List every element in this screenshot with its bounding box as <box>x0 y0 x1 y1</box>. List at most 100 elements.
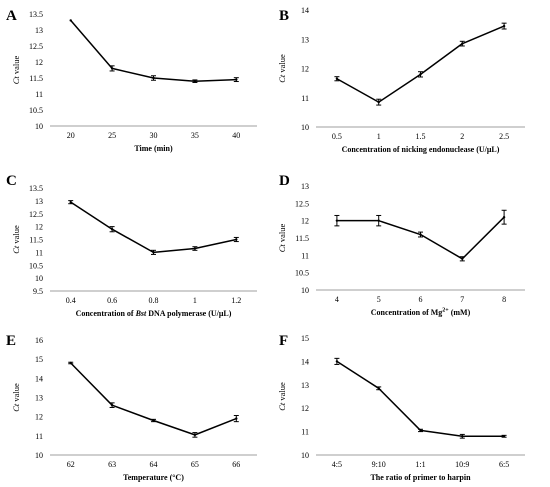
data-point <box>377 387 380 390</box>
y-tick-label: 13.5 <box>29 10 43 19</box>
y-tick-label: 10 <box>301 123 309 132</box>
data-point <box>69 200 72 204</box>
x-tick-label: 2 <box>460 132 464 141</box>
x-axis-label: Concentration of nicking endonuclease (U… <box>342 145 500 154</box>
data-point <box>502 435 506 438</box>
x-tick-label: 25 <box>108 131 116 140</box>
y-axis-label: Ct value <box>11 55 21 84</box>
series-line <box>336 216 505 260</box>
panel-label: B <box>279 8 289 24</box>
y-tick-label: 12 <box>301 217 309 226</box>
data-point <box>235 238 238 241</box>
x-tick-label: 30 <box>150 131 158 140</box>
panel-label: C <box>6 173 17 189</box>
x-tick-label: 1 <box>377 132 381 141</box>
y-tick-label: 11.5 <box>29 74 43 83</box>
chart-panel-e: E 10 11 12 13 14 15 16 62 63 64 65 66 Ct value Tempera… <box>6 333 257 482</box>
data-point <box>235 78 238 81</box>
chart-panel-b: B 10 11 12 13 14 0.5 1 1.5 2 2.5 Ct value Concentrat… <box>277 6 525 154</box>
y-tick-label: 13 <box>301 182 309 191</box>
x-tick-label: 5 <box>377 295 381 304</box>
y-tick-label: 11 <box>35 90 43 99</box>
data-point <box>193 247 197 250</box>
data-point <box>193 80 197 83</box>
data-point <box>335 360 339 363</box>
x-axis-label: Concentration of Bst DNA polymerase (U/μ… <box>76 309 232 318</box>
data-point <box>69 361 72 365</box>
x-tick-label: 0.8 <box>149 296 159 305</box>
series-line <box>70 362 237 436</box>
panel-label: A <box>6 8 17 24</box>
y-tick-label: 13 <box>35 26 43 35</box>
data-point <box>335 77 339 80</box>
data-point <box>110 403 114 407</box>
x-tick-label: 0.5 <box>332 132 342 141</box>
y-tick-label: 13.5 <box>29 184 43 193</box>
data-point <box>152 419 155 422</box>
x-tick-label: 66 <box>232 460 240 469</box>
y-tick-label: 14 <box>301 357 309 366</box>
series-line <box>70 201 237 254</box>
data-point <box>235 417 238 420</box>
y-axis-label: Ct value <box>277 382 287 411</box>
y-axis-label: Ct value <box>277 54 287 83</box>
panel-label: D <box>279 173 290 189</box>
data-point <box>193 433 197 437</box>
series-line <box>70 19 237 82</box>
chart-panel-c: C 9.5 10 10.5 11 11.5 12 12.5 13 13.5 0.4 0.6 0.8 1 1.… <box>6 173 257 318</box>
y-tick-label: 11 <box>35 248 43 257</box>
x-tick-label: 40 <box>232 131 240 140</box>
x-axis-label: The ratio of primer to harpin <box>370 473 471 482</box>
x-tick-label: 1.5 <box>416 132 426 141</box>
x-tick-label: 8 <box>502 295 506 304</box>
x-tick-label: 4 <box>335 295 339 304</box>
y-tick-label: 13 <box>301 35 309 44</box>
x-tick-label: 4:5 <box>332 460 342 469</box>
x-axis-label: Time (min) <box>134 144 173 153</box>
y-tick-label: 13 <box>301 381 309 390</box>
y-tick-label: 13 <box>35 394 43 403</box>
y-tick-label: 12 <box>301 65 309 74</box>
x-tick-label: 10:9 <box>455 460 469 469</box>
x-tick-label: 0.6 <box>107 296 117 305</box>
y-tick-label: 14 <box>35 374 43 383</box>
x-tick-label: 1.2 <box>231 296 241 305</box>
data-point <box>461 257 464 260</box>
data-point <box>502 216 506 219</box>
data-point <box>419 429 422 432</box>
y-tick-label: 12 <box>35 223 43 232</box>
data-point <box>419 233 422 236</box>
y-tick-label: 10 <box>35 274 43 283</box>
y-tick-label: 10 <box>301 286 309 295</box>
data-point <box>110 67 114 70</box>
x-tick-label: 7 <box>460 295 464 304</box>
y-tick-label: 11 <box>301 94 309 103</box>
data-point <box>377 219 380 222</box>
x-tick-label: 1 <box>193 296 197 305</box>
data-point <box>461 42 464 45</box>
data-point <box>502 24 506 28</box>
chart-panel-a: A 10 10.5 11 11.5 12 12.5 13 13.5 20 25 30 35 40 Ct va… <box>6 8 257 153</box>
data-point <box>419 73 422 76</box>
data-point <box>377 100 380 104</box>
chart-panel-f: F 10 11 12 13 14 15 4:5 9:10 1:1 10:9 6:5 Ct value Th… <box>277 333 525 482</box>
y-tick-label: 12.5 <box>29 210 43 219</box>
y-tick-label: 16 <box>35 336 43 345</box>
y-tick-label: 15 <box>35 355 43 364</box>
x-axis-label: Temperature (°C) <box>123 473 184 482</box>
y-tick-label: 10 <box>35 451 43 460</box>
y-tick-label: 12.5 <box>295 199 309 208</box>
x-axis-label: Concentration of Mg2+ (mM) <box>371 308 471 318</box>
y-tick-label: 12.5 <box>29 42 43 51</box>
data-point <box>152 76 155 80</box>
y-tick-label: 11.5 <box>29 236 43 245</box>
y-tick-label: 9.5 <box>33 287 43 296</box>
y-axis-label: Ct value <box>277 223 287 252</box>
y-tick-label: 10.5 <box>29 261 43 270</box>
chart-panel-d: D 10 10.5 11 11.5 12 12.5 13 4 5 6 7 8 Ct value Concen… <box>277 173 525 317</box>
x-tick-label: 6:5 <box>499 460 509 469</box>
x-tick-label: 65 <box>191 460 199 469</box>
data-point <box>461 435 464 438</box>
y-tick-label: 10 <box>301 451 309 460</box>
